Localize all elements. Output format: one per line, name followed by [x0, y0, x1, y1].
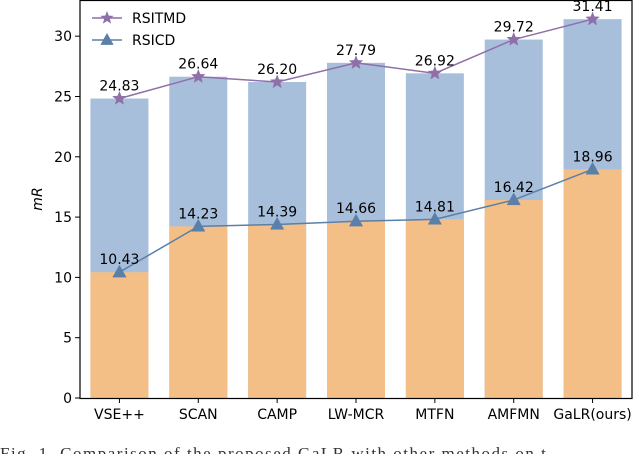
legend-label-rsicd: RSICD	[132, 33, 175, 49]
data-label-rsitmd-amfmn: 29.72	[494, 20, 534, 36]
data-label-rsicd-mtfn: 14.81	[415, 199, 455, 215]
data-label-rsitmd-scan: 26.64	[178, 57, 218, 73]
y-tick-label-5: 5	[63, 331, 72, 347]
marker-rsicd-camp	[270, 216, 285, 230]
data-label-rsitmd-lw-mcr: 27.79	[336, 43, 376, 59]
bar-rsicd-mtfn	[405, 219, 464, 398]
x-tick-label-mtfn: MTFN	[415, 407, 454, 423]
data-label-rsitmd-mtfn: 26.92	[415, 53, 455, 69]
marker-rsitmd-amfmn	[506, 31, 522, 46]
marker-rsitmd-camp	[269, 74, 285, 89]
marker-rsicd-scan	[191, 218, 206, 232]
marker-rsitmd-galr-ours-	[585, 11, 600, 26]
marker-rsicd-galr-ours-	[585, 161, 600, 175]
y-tick-label-15: 15	[54, 210, 72, 226]
figure-caption: Fig. 1. Comparison of the proposed GaLR …	[0, 444, 548, 454]
x-tick-label-vse-: VSE++	[94, 407, 145, 423]
bar-rsicd-scan	[169, 226, 228, 398]
data-label-rsicd-amfmn: 16.42	[494, 180, 534, 196]
y-tick-label-10: 10	[54, 270, 72, 286]
data-label-rsicd-camp: 14.39	[257, 204, 297, 220]
bar-rsicd-amfmn	[484, 199, 543, 398]
legend-label-rsitmd: RSITMD	[132, 11, 186, 27]
marker-rsitmd-scan	[190, 69, 206, 83]
x-tick-label-scan: SCAN	[179, 407, 218, 423]
y-axis-label: mR	[30, 187, 46, 210]
bar-rsicd-lw-mcr	[327, 221, 385, 398]
x-tick-label-camp: CAMP	[257, 407, 297, 423]
marker-rsitmd-mtfn	[427, 65, 443, 80]
data-label-rsicd-galr-ours-: 18.96	[573, 149, 613, 165]
marker-rsicd-vse-	[112, 264, 127, 278]
marker-rsicd-mtfn	[427, 211, 442, 225]
marker-rsicd-amfmn	[506, 192, 521, 206]
data-label-rsitmd-galr-ours-: 31.41	[573, 0, 613, 15]
data-label-rsitmd-camp: 26.20	[257, 62, 297, 78]
bar-rsicd-galr-ours-	[563, 169, 622, 398]
legend-marker-rsicd	[100, 33, 114, 45]
data-label-rsicd-scan: 14.23	[178, 206, 218, 222]
marker-rsicd-lw-mcr	[348, 213, 364, 227]
y-tick-label-0: 0	[63, 391, 72, 407]
data-label-rsicd-vse-: 10.43	[99, 252, 139, 268]
chart: 0 5 10 15 20 25 30 mR VSE++ SCAN CAMP LW-MCR MTFN AMF…	[30, 0, 633, 423]
y-tick-label-20: 20	[54, 150, 72, 166]
data-label-rsitmd-vse-: 24.83	[99, 79, 139, 95]
x-tick-label-amfmn: AMFMN	[488, 407, 540, 423]
bar-rsicd-vse-	[90, 272, 149, 398]
data-label-rsicd-lw-mcr: 14.66	[336, 201, 376, 217]
x-tick-label-lw-mcr: LW-MCR	[328, 407, 385, 423]
x-tick-label-galr-ours-: GaLR(ours)	[553, 407, 631, 423]
marker-rsitmd-lw-mcr	[348, 55, 364, 70]
y-tick-label-30: 30	[54, 29, 72, 45]
marker-rsitmd-vse-	[112, 90, 127, 105]
y-tick-label-25: 25	[54, 89, 72, 105]
legend-marker-rsitmd	[100, 11, 114, 24]
bar-rsicd-camp	[248, 224, 307, 398]
